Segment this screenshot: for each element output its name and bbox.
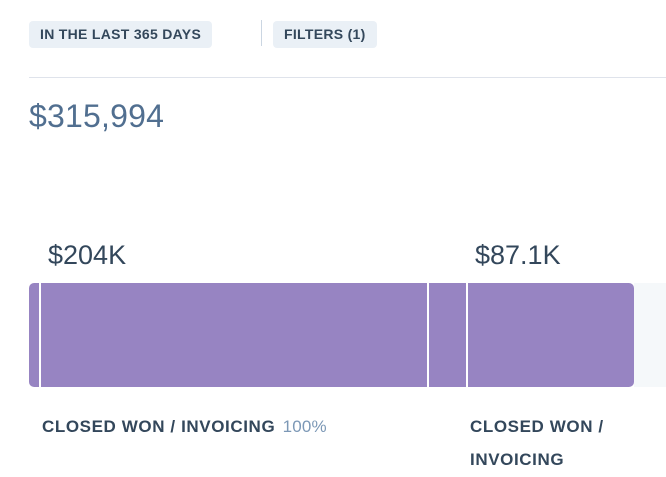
funnel-bar-segment[interactable] — [29, 283, 39, 387]
stage-2-label: CLOSED WON / INVOICING — [470, 417, 604, 469]
stage-1-label: CLOSED WON / INVOICING 100% — [42, 410, 327, 443]
date-range-filter-chip[interactable]: IN THE LAST 365 DAYS — [29, 21, 213, 48]
stage-1-value: $204K — [48, 240, 127, 270]
filter-divider — [261, 20, 262, 46]
stage-1-name: CLOSED WON / INVOICING — [42, 417, 276, 436]
filters-chip[interactable]: FILTERS (1) — [273, 21, 377, 48]
funnel-bar-segment[interactable] — [429, 283, 466, 387]
total-value: $315,994 — [29, 98, 165, 134]
stage-1-percent: 100% — [282, 417, 327, 436]
funnel-bar-segment[interactable] — [468, 283, 634, 387]
funnel-bar-segment[interactable] — [41, 283, 427, 387]
header-divider — [29, 77, 666, 78]
funnel-bar-track — [634, 283, 666, 387]
stage-2-value: $87.1K — [475, 240, 561, 270]
